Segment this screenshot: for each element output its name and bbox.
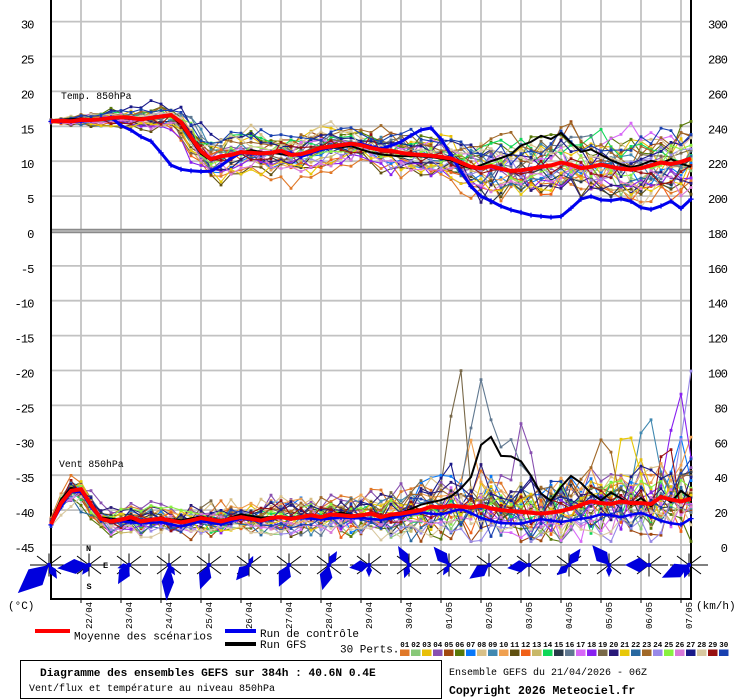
svg-text:02: 02 [411,642,421,650]
svg-text:01: 01 [400,642,410,650]
svg-text:05: 05 [444,642,454,650]
svg-text:140: 140 [708,298,728,312]
svg-text:24: 24 [653,642,663,650]
svg-text:N: N [86,544,91,554]
svg-text:21: 21 [620,642,630,650]
svg-text:5: 5 [27,193,34,207]
svg-text:26/04: 26/04 [245,602,255,629]
svg-text:S: S [87,582,92,592]
svg-text:-45: -45 [15,542,35,556]
svg-text:04: 04 [433,642,443,650]
svg-text:(°C): (°C) [8,601,34,613]
svg-text:07: 07 [466,642,475,650]
svg-text:08: 08 [477,642,487,650]
svg-text:E: E [103,561,108,571]
svg-text:11: 11 [510,642,520,650]
svg-text:(km/h): (km/h) [696,601,736,613]
svg-text:22/04: 22/04 [85,602,95,629]
svg-text:24/04: 24/04 [165,602,175,629]
svg-text:Vent 850hPa: Vent 850hPa [59,459,124,470]
svg-text:03/05: 03/05 [525,602,535,629]
svg-text:19: 19 [598,642,608,650]
svg-text:40: 40 [714,472,727,486]
svg-text:80: 80 [714,402,727,416]
svg-text:05/05: 05/05 [605,602,615,629]
svg-text:Run de contrôle: Run de contrôle [260,629,359,641]
svg-text:-35: -35 [15,472,35,486]
svg-text:07/05: 07/05 [685,602,695,629]
svg-text:300: 300 [708,19,728,33]
svg-text:16: 16 [565,642,575,650]
svg-text:27/04: 27/04 [285,602,295,629]
svg-text:28/04: 28/04 [325,602,335,629]
svg-text:200: 200 [708,193,728,207]
svg-text:29: 29 [708,642,718,650]
svg-text:100: 100 [708,368,728,382]
svg-text:Vent/flux et température au ni: Vent/flux et température au niveau 850hP… [29,683,275,695]
svg-text:09: 09 [488,642,498,650]
svg-text:28: 28 [697,642,707,650]
svg-text:220: 220 [708,158,728,172]
svg-text:10: 10 [499,642,509,650]
svg-text:-10: -10 [15,298,35,312]
svg-text:180: 180 [708,228,728,242]
svg-text:10: 10 [21,158,34,172]
svg-text:160: 160 [708,263,728,277]
svg-text:240: 240 [708,123,728,137]
svg-text:22: 22 [631,642,641,650]
svg-text:01/05: 01/05 [445,602,455,629]
svg-text:17: 17 [576,642,585,650]
svg-text:18: 18 [587,642,597,650]
svg-text:-30: -30 [15,437,35,451]
svg-text:12: 12 [521,642,531,650]
svg-text:120: 120 [708,333,728,347]
svg-text:14: 14 [543,642,553,650]
svg-text:15: 15 [554,642,564,650]
svg-text:02/05: 02/05 [485,602,495,629]
svg-text:-20: -20 [15,368,35,382]
svg-text:Copyright 2026 Meteociel.fr: Copyright 2026 Meteociel.fr [449,685,635,698]
svg-text:60: 60 [714,437,727,451]
svg-text:Moyenne des scénarios: Moyenne des scénarios [74,632,213,644]
svg-text:-5: -5 [21,263,34,277]
svg-text:Diagramme des ensembles GEFS s: Diagramme des ensembles GEFS sur 384h : … [40,668,376,680]
svg-text:25/04: 25/04 [205,602,215,629]
svg-text:Temp. 850hPa: Temp. 850hPa [61,91,132,102]
svg-text:06/05: 06/05 [645,602,655,629]
svg-text:25: 25 [21,54,34,68]
svg-text:20: 20 [21,88,34,102]
svg-text:30/04: 30/04 [405,602,415,629]
svg-text:280: 280 [708,54,728,68]
svg-text:Run GFS: Run GFS [260,640,307,652]
svg-text:-15: -15 [15,333,35,347]
svg-text:30: 30 [719,642,729,650]
svg-text:0: 0 [721,542,728,556]
svg-text:0: 0 [27,228,34,242]
svg-text:27: 27 [686,642,695,650]
svg-text:29/04: 29/04 [365,602,375,629]
svg-text:26: 26 [675,642,685,650]
svg-text:20: 20 [714,507,727,521]
svg-text:-40: -40 [15,507,35,521]
svg-text:25: 25 [664,642,674,650]
svg-text:Ensemble GEFS du 21/04/2026 -: Ensemble GEFS du 21/04/2026 - 06Z [449,667,647,679]
svg-text:23/04: 23/04 [125,602,135,629]
svg-text:260: 260 [708,88,728,102]
svg-text:30 Perts.: 30 Perts. [340,645,399,657]
svg-text:23: 23 [642,642,652,650]
svg-text:04/05: 04/05 [565,602,575,629]
svg-text:30: 30 [21,19,34,33]
svg-text:15: 15 [21,123,34,137]
svg-text:03: 03 [422,642,432,650]
svg-text:-25: -25 [15,402,35,416]
svg-text:13: 13 [532,642,542,650]
svg-text:06: 06 [455,642,465,650]
svg-text:20: 20 [609,642,619,650]
